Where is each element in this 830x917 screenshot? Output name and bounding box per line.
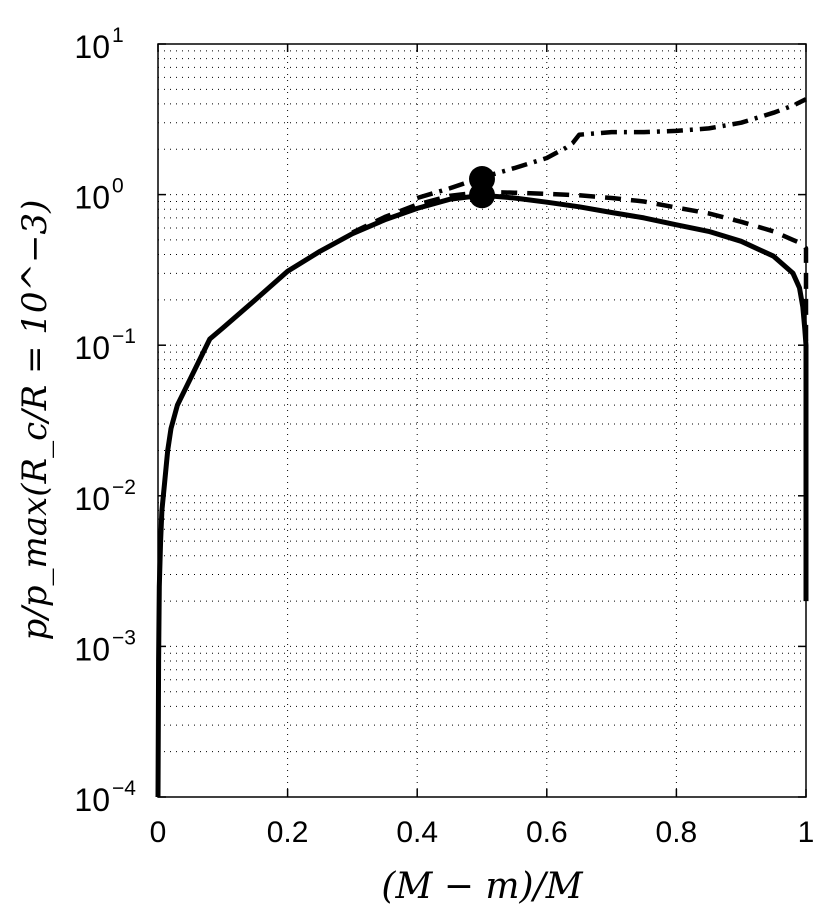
x-tick-label: 0.4: [396, 816, 438, 849]
data-point-marker: [469, 182, 495, 209]
y-tick-base: 10: [74, 180, 110, 216]
y-tick-exponent: −3: [112, 626, 136, 649]
y-tick-exponent: −4: [112, 777, 136, 800]
y-tick-base: 10: [74, 782, 110, 818]
markers-layer: [469, 165, 495, 209]
y-tick-label: 10 −4: [74, 777, 136, 818]
x-axis-label: (M − m)/M: [381, 866, 583, 907]
y-tick-base: 10: [74, 481, 110, 517]
y-tick-label: 10 −2: [74, 476, 136, 517]
series-dashed-line: [351, 189, 809, 602]
x-tick-label: 0: [150, 816, 167, 849]
y-tick-base: 10: [74, 29, 110, 65]
y-tick-exponent: 0: [112, 175, 124, 198]
y-tick-exponent: −2: [112, 476, 136, 499]
x-tick-label: 0.8: [656, 816, 698, 849]
x-tick-labels: 0 0.2 0.4 0.6 0.8 1: [150, 816, 815, 849]
grid: [158, 44, 806, 797]
y-tick-exponent: −1: [112, 325, 136, 348]
y-tick-label: 10 0: [74, 175, 123, 216]
series-dashdot-line: [416, 97, 807, 201]
y-tick-label: 10 −3: [74, 626, 136, 667]
x-tick-label: 0.2: [267, 816, 309, 849]
x-tick-label: 1: [798, 816, 815, 849]
y-tick-exponent: 1: [112, 24, 124, 47]
y-tick-label: 10 1: [74, 24, 123, 65]
y-tick-label: 10 −1: [74, 325, 136, 366]
y-axis-label: p/p_max(R_c/R = 10^−3): [15, 200, 55, 641]
series-solid-line: [155, 192, 809, 798]
y-tick-base: 10: [74, 330, 110, 366]
series-layer: [155, 97, 809, 798]
y-tick-base: 10: [74, 631, 110, 667]
x-tick-label: 0.6: [526, 816, 568, 849]
